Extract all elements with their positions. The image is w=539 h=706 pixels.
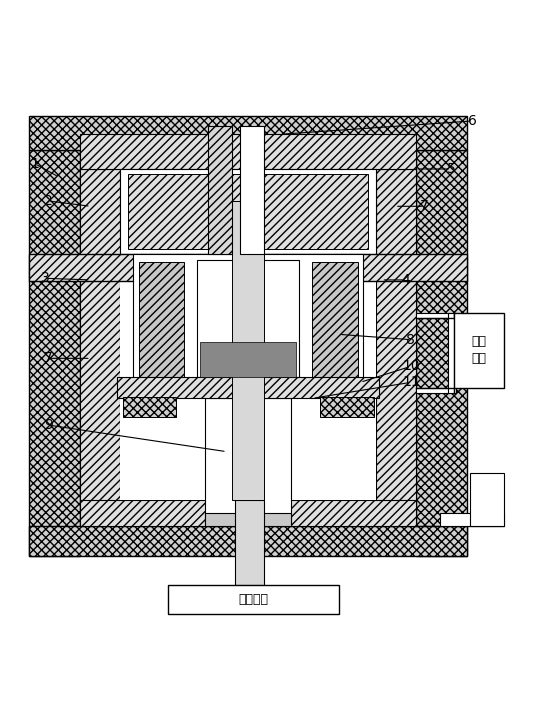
Bar	[139, 263, 184, 377]
Bar	[453, 313, 504, 388]
Bar	[30, 527, 467, 556]
Bar	[80, 169, 120, 527]
Bar	[30, 150, 80, 556]
Bar	[123, 397, 176, 417]
Bar	[232, 201, 264, 500]
Bar	[168, 585, 339, 614]
Text: 8: 8	[406, 333, 416, 347]
Bar	[376, 169, 416, 527]
Bar	[320, 397, 374, 417]
Bar	[416, 150, 467, 556]
Text: 7: 7	[420, 199, 429, 213]
Text: 7: 7	[44, 352, 52, 365]
Text: 6: 6	[468, 114, 476, 128]
Bar	[120, 169, 376, 500]
Bar	[240, 126, 264, 254]
Bar	[416, 313, 456, 318]
Bar	[80, 134, 416, 169]
Bar	[128, 174, 368, 249]
Text: 10: 10	[402, 359, 420, 373]
Bar	[120, 169, 376, 254]
Text: 真空
系统: 真空 系统	[472, 335, 486, 365]
Bar	[235, 500, 264, 585]
Text: 11: 11	[402, 376, 420, 389]
Bar	[80, 150, 416, 527]
Bar	[416, 388, 456, 393]
Bar	[30, 254, 467, 281]
Bar	[30, 116, 467, 150]
Bar	[205, 398, 291, 527]
Bar	[118, 377, 379, 398]
Text: 1: 1	[30, 157, 39, 171]
Text: 2: 2	[44, 194, 52, 208]
Text: 5: 5	[446, 162, 455, 176]
Bar	[80, 500, 416, 527]
Bar	[134, 254, 363, 385]
Text: 4: 4	[401, 273, 410, 287]
Bar	[448, 313, 453, 393]
Bar	[208, 126, 232, 254]
Bar	[469, 473, 504, 527]
Bar	[312, 263, 357, 377]
Bar	[200, 342, 296, 377]
Bar	[197, 260, 299, 377]
Text: 9: 9	[44, 418, 53, 432]
Text: 3: 3	[41, 271, 50, 285]
Bar	[205, 513, 291, 527]
Bar	[440, 513, 504, 527]
Text: 下降机构: 下降机构	[238, 593, 268, 606]
